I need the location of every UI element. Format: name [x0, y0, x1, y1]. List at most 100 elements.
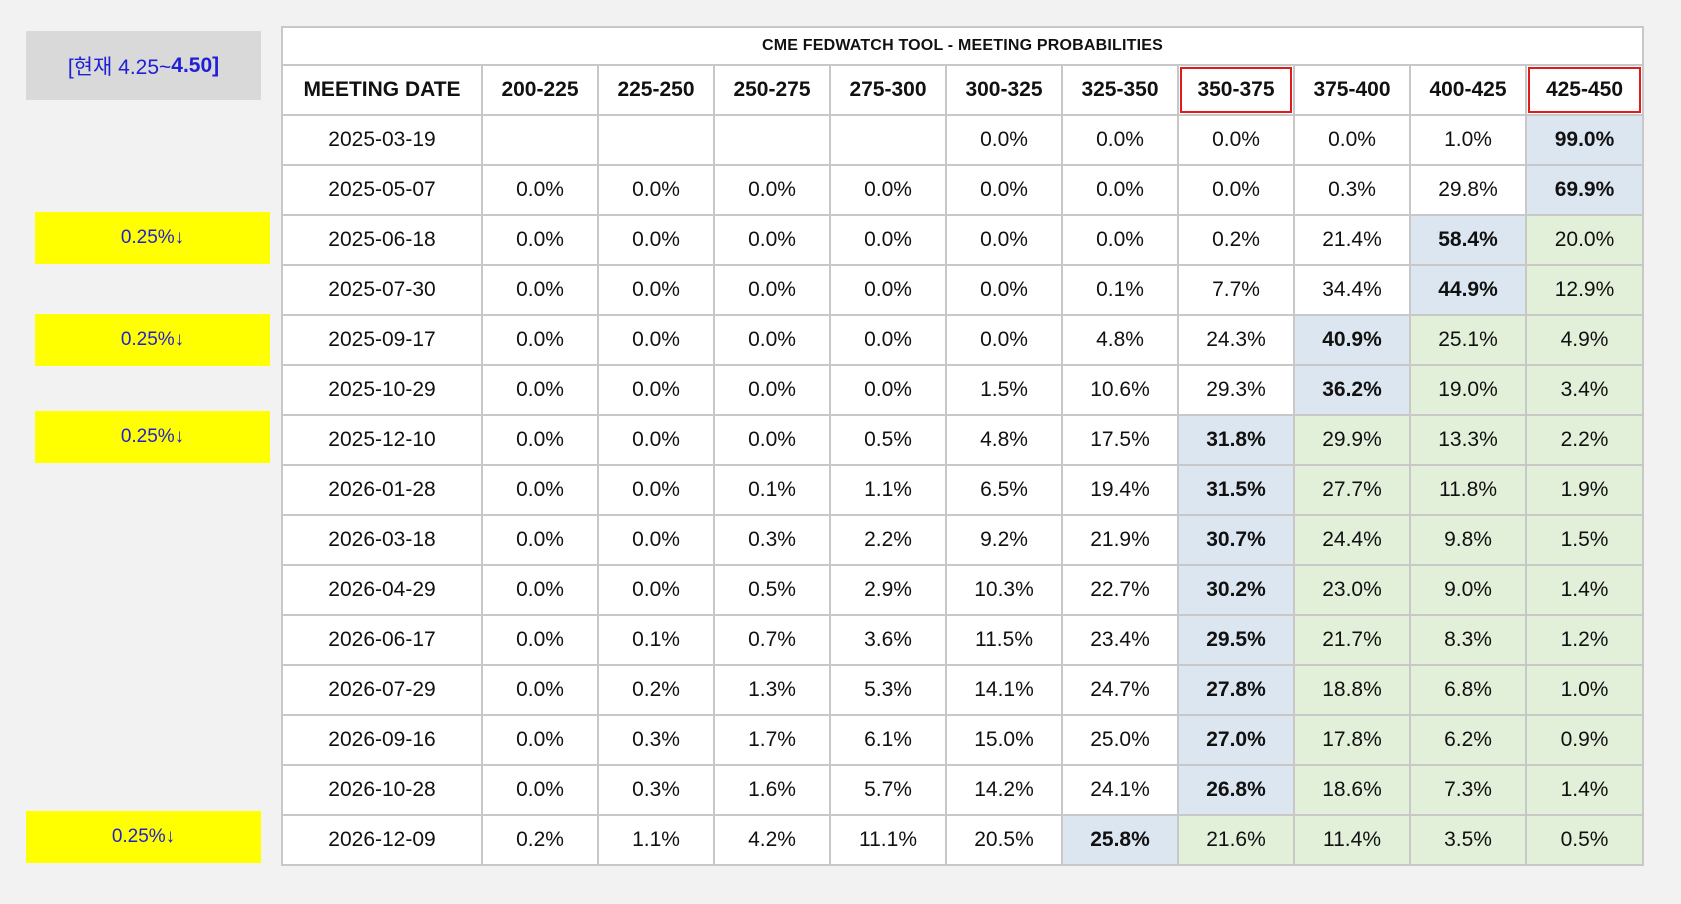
rate-cut-badge: 0.25%↓: [26, 811, 261, 863]
meeting-date-cell: 2025-03-19: [281, 114, 483, 166]
probability-cell: 0.3%: [597, 714, 715, 766]
probability-cell: 1.2%: [1525, 614, 1644, 666]
probability-cell: 0.9%: [1525, 714, 1644, 766]
probability-cell: 26.8%: [1177, 764, 1295, 816]
rate-cut-badge: 0.25%↓: [35, 212, 270, 264]
probability-cell: 0.0%: [597, 464, 715, 516]
probability-cell: 0.0%: [597, 214, 715, 266]
probability-cell: 1.0%: [1409, 114, 1527, 166]
rate-range-header: 250-275: [713, 64, 831, 116]
current-rate-suffix: 4.50]: [171, 53, 220, 77]
probability-cell: 0.2%: [1177, 214, 1295, 266]
probability-cell: 0.0%: [713, 314, 831, 366]
probability-cell: 0.0%: [481, 714, 599, 766]
table-header-row: MEETING DATE 200-225 225-250 250-275 275-30…: [281, 64, 1644, 116]
meeting-date-cell: 2026-07-29: [281, 664, 483, 716]
probability-cell: 1.1%: [597, 814, 715, 866]
table-row: 2025-12-10 0.0% 0.0% 0.0% 0.5% 4.8% 17.5% 31.8%…: [281, 414, 1644, 466]
probability-cell: 0.0%: [597, 514, 715, 566]
probability-cell: 0.0%: [1293, 114, 1411, 166]
probability-cell: 0.0%: [597, 164, 715, 216]
meeting-date-cell: 2026-06-17: [281, 614, 483, 666]
table-row: 2025-06-18 0.0% 0.0% 0.0% 0.0% 0.0% 0.0% 0.2% 21…: [281, 214, 1644, 266]
probability-cell: 30.7%: [1177, 514, 1295, 566]
probability-cell: 0.3%: [713, 514, 831, 566]
probability-cell: 2.9%: [829, 564, 947, 616]
probability-cell: 13.3%: [1409, 414, 1527, 466]
probability-cell: 0.5%: [829, 414, 947, 466]
probability-cell: 0.1%: [597, 614, 715, 666]
probability-cell: 8.3%: [1409, 614, 1527, 666]
rate-range-header: 300-325: [945, 64, 1063, 116]
probability-cell: 0.0%: [597, 414, 715, 466]
probability-cell: 0.0%: [481, 614, 599, 666]
probability-cell: 0.0%: [481, 264, 599, 316]
probability-cell: 14.2%: [945, 764, 1063, 816]
probability-cell: 25.1%: [1409, 314, 1527, 366]
probability-cell: 4.9%: [1525, 314, 1644, 366]
probability-cell: 9.0%: [1409, 564, 1527, 616]
rate-range-header: 325-350: [1061, 64, 1179, 116]
probability-cell: 12.9%: [1525, 264, 1644, 316]
probability-cell: 6.8%: [1409, 664, 1527, 716]
probability-cell: 0.1%: [1061, 264, 1179, 316]
probability-cell: 1.1%: [829, 464, 947, 516]
rate-range-header: 275-300: [829, 64, 947, 116]
probability-cell: 9.8%: [1409, 514, 1527, 566]
probability-cell: 40.9%: [1293, 314, 1411, 366]
probability-cell: 3.5%: [1409, 814, 1527, 866]
probability-cell: 0.0%: [481, 514, 599, 566]
table-row: 2026-04-29 0.0% 0.0% 0.5% 2.9% 10.3% 22.7% 30.2…: [281, 564, 1644, 616]
table-row: 2026-01-28 0.0% 0.0% 0.1% 1.1% 6.5% 19.4% 31.5%…: [281, 464, 1644, 516]
table-row: 2025-10-29 0.0% 0.0% 0.0% 0.0% 1.5% 10.6% 29.3%…: [281, 364, 1644, 416]
probability-cell: 0.0%: [713, 164, 831, 216]
fedwatch-probability-table: CME FEDWATCH TOOL - MEETING PROBABILITIE…: [281, 26, 1644, 866]
probability-cell: 0.3%: [1293, 164, 1411, 216]
probability-cell: 0.0%: [945, 314, 1063, 366]
probability-cell: 21.7%: [1293, 614, 1411, 666]
table-row: 2025-07-30 0.0% 0.0% 0.0% 0.0% 0.0% 0.1% 7.7% 34…: [281, 264, 1644, 316]
probability-cell: 0.0%: [481, 364, 599, 416]
probability-cell: 0.0%: [481, 314, 599, 366]
probability-cell: 23.4%: [1061, 614, 1179, 666]
rate-cut-badge: 0.25%↓: [35, 411, 270, 463]
meeting-date-cell: 2026-10-28: [281, 764, 483, 816]
probability-cell: 18.8%: [1293, 664, 1411, 716]
probability-cell: 29.5%: [1177, 614, 1295, 666]
probability-cell: 3.6%: [829, 614, 947, 666]
probability-cell: 24.7%: [1061, 664, 1179, 716]
probability-cell: 0.3%: [597, 764, 715, 816]
probability-cell: 2.2%: [1525, 414, 1644, 466]
rate-cut-badge: 0.25%↓: [35, 314, 270, 366]
probability-cell: 17.8%: [1293, 714, 1411, 766]
probability-cell: 99.0%: [1525, 114, 1644, 166]
probability-cell: 25.0%: [1061, 714, 1179, 766]
probability-cell: [713, 114, 831, 166]
probability-cell: 27.0%: [1177, 714, 1295, 766]
probability-cell: 0.0%: [945, 164, 1063, 216]
probability-cell: 6.2%: [1409, 714, 1527, 766]
probability-cell: [829, 114, 947, 166]
probability-cell: 24.4%: [1293, 514, 1411, 566]
probability-cell: 20.5%: [945, 814, 1063, 866]
current-rate-prefix: [현재 4.25~: [67, 55, 172, 79]
table-row: 2025-05-07 0.0% 0.0% 0.0% 0.0% 0.0% 0.0% 0.0% 0.…: [281, 164, 1644, 216]
probability-cell: 58.4%: [1409, 214, 1527, 266]
probability-cell: [597, 114, 715, 166]
probability-cell: 29.3%: [1177, 364, 1295, 416]
probability-cell: 0.0%: [829, 214, 947, 266]
probability-cell: 1.3%: [713, 664, 831, 716]
probability-cell: 0.0%: [597, 364, 715, 416]
meeting-date-cell: 2025-07-30: [281, 264, 483, 316]
probability-cell: 24.1%: [1061, 764, 1179, 816]
probability-cell: 0.0%: [829, 314, 947, 366]
probability-cell: 4.2%: [713, 814, 831, 866]
table-row: 2026-10-28 0.0% 0.3% 1.6% 5.7% 14.2% 24.1% 26.8…: [281, 764, 1644, 816]
probability-cell: 0.0%: [829, 264, 947, 316]
rate-range-header: 375-400: [1293, 64, 1411, 116]
probability-cell: 19.4%: [1061, 464, 1179, 516]
meeting-date-header: MEETING DATE: [281, 64, 483, 116]
probability-cell: 36.2%: [1293, 364, 1411, 416]
probability-cell: 0.5%: [1525, 814, 1644, 866]
probability-cell: 30.2%: [1177, 564, 1295, 616]
